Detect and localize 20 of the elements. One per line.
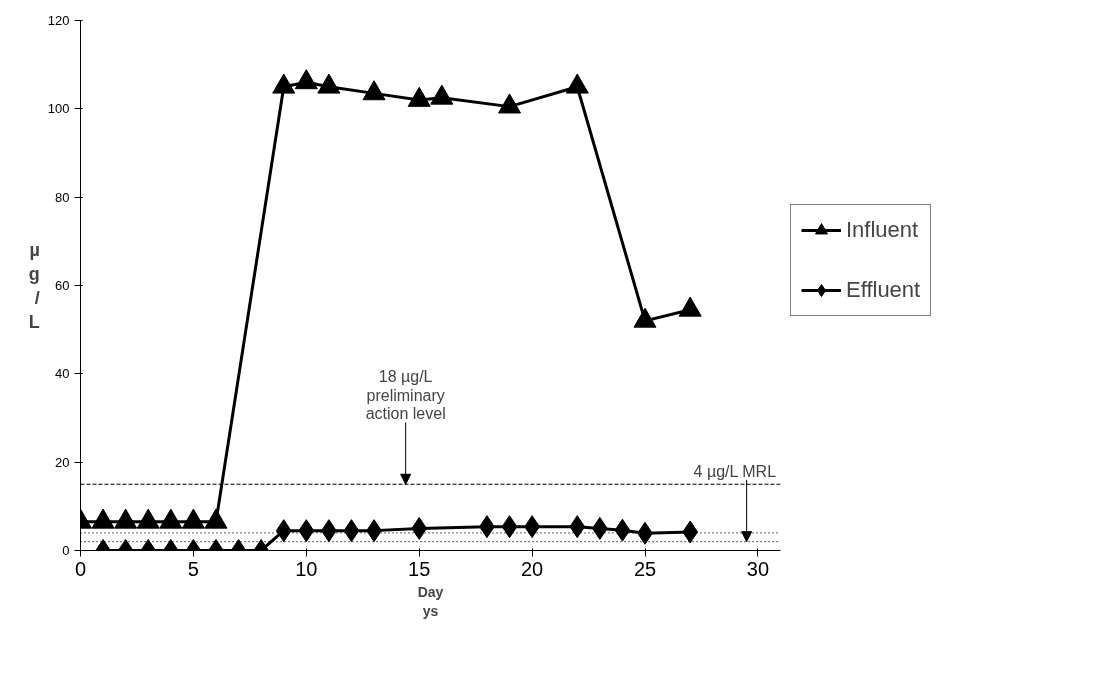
y-tick-label: 0 bbox=[62, 543, 70, 558]
x-tick-label: 5 bbox=[187, 557, 199, 580]
y-tick-label: 20 bbox=[55, 454, 70, 470]
x-tick-label: 10 bbox=[295, 557, 318, 580]
y-tick-label: 120 bbox=[47, 13, 70, 28]
legend-label: Effluent bbox=[846, 277, 921, 303]
legend-label: Influent bbox=[846, 217, 919, 243]
x-tick-label: 20 bbox=[520, 557, 544, 580]
y-axis-title: µg/L bbox=[28, 239, 40, 332]
x-tick-label: 15 bbox=[408, 557, 431, 580]
y-tick-label: 80 bbox=[55, 189, 70, 205]
x-tick-label: 30 bbox=[746, 557, 770, 580]
y-tick-label: 40 bbox=[55, 366, 70, 382]
x-axis-title: Day ys bbox=[417, 583, 444, 619]
annotation: 4 µg/L MRL bbox=[693, 462, 777, 480]
y-tick-label: 100 bbox=[47, 101, 70, 117]
annotation: 18 µg/L preliminary action level bbox=[365, 368, 446, 423]
y-tick-label: 60 bbox=[55, 278, 70, 293]
x-tick-label: 0 bbox=[74, 557, 87, 580]
x-tick-label: 25 bbox=[633, 557, 657, 580]
